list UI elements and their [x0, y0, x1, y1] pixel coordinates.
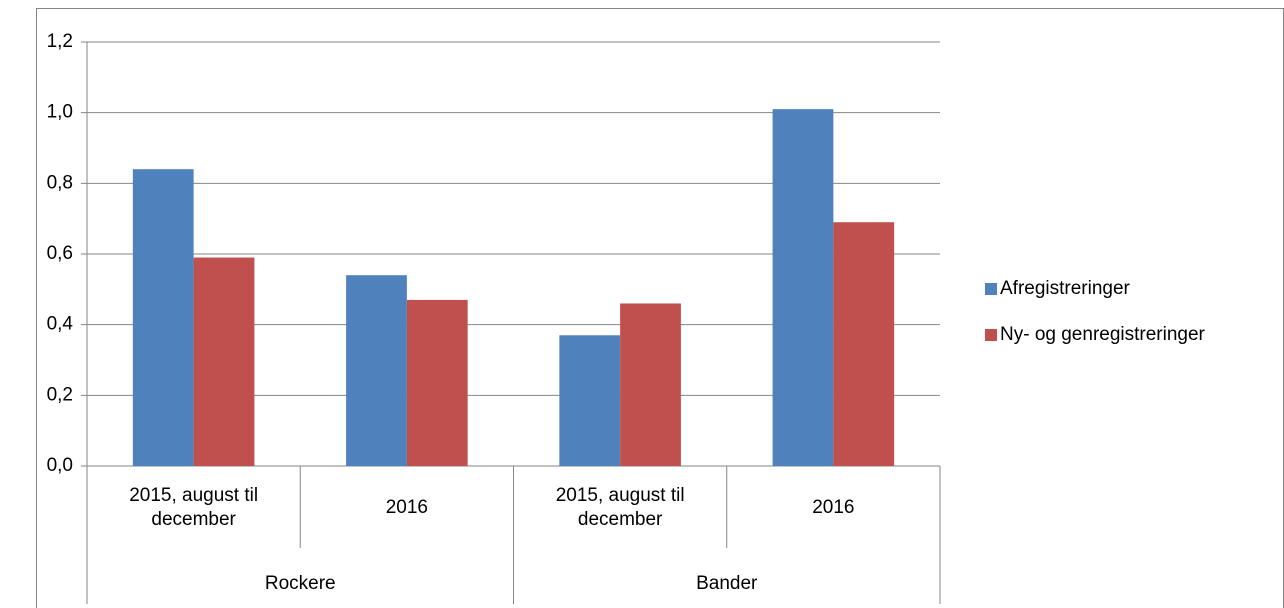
y-tick-label: 0,2 — [47, 384, 73, 405]
x-tick-label: 2016 — [386, 497, 428, 518]
y-tick-label: 0,8 — [47, 172, 73, 193]
group-label: Bander — [696, 573, 758, 594]
y-tick-label: 0,4 — [47, 314, 74, 335]
legend-swatch — [985, 329, 997, 341]
x-tick-label: 2015, august til december — [556, 485, 685, 530]
bar — [559, 335, 621, 466]
x-tick-label: 2016 — [812, 497, 854, 518]
y-tick-label: 0,0 — [47, 455, 73, 476]
y-tick-label: 0,6 — [47, 243, 73, 264]
bar — [833, 222, 895, 466]
legend-label: Afregistreringer — [1000, 278, 1131, 299]
group-label: Rockere — [265, 573, 336, 594]
bar — [772, 109, 834, 466]
bar — [346, 275, 407, 466]
legend-label: Ny- og genregistreringer — [1000, 324, 1206, 345]
bar — [132, 169, 194, 466]
x-tick-label: 2015, august til december — [129, 485, 258, 530]
bar — [193, 257, 255, 466]
legend-swatch — [985, 283, 997, 295]
bar — [620, 303, 681, 466]
bar — [406, 299, 468, 466]
y-tick-label: 1,0 — [47, 102, 73, 123]
y-tick-label: 1,2 — [47, 31, 73, 52]
